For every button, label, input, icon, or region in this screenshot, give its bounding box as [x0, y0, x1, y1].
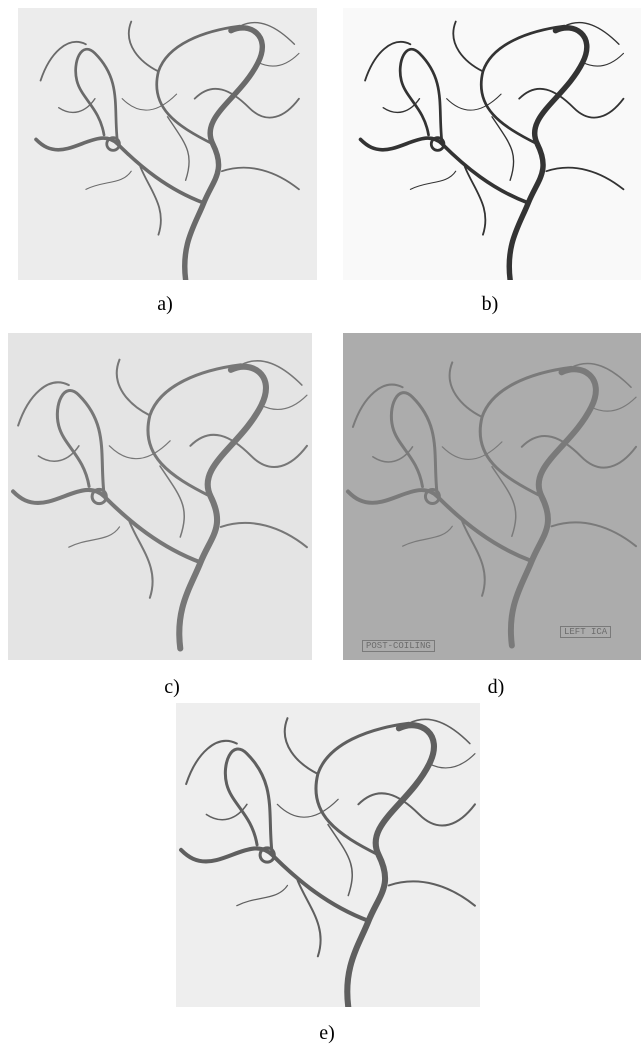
- angiogram-b: [343, 8, 641, 280]
- angiogram-d: [343, 333, 641, 660]
- angiogram-c: [8, 333, 312, 660]
- image-overlay-text: LEFT ICA: [560, 626, 612, 638]
- panel-label: b): [481, 293, 499, 315]
- panel-label: a): [157, 293, 173, 315]
- angiogram-a: [18, 8, 317, 280]
- panel-label: d): [487, 676, 505, 698]
- panel-label: c): [164, 676, 180, 698]
- panel-label: e): [319, 1022, 335, 1044]
- image-overlay-text: POST-COILING: [362, 640, 435, 652]
- angiogram-e: [176, 703, 480, 1007]
